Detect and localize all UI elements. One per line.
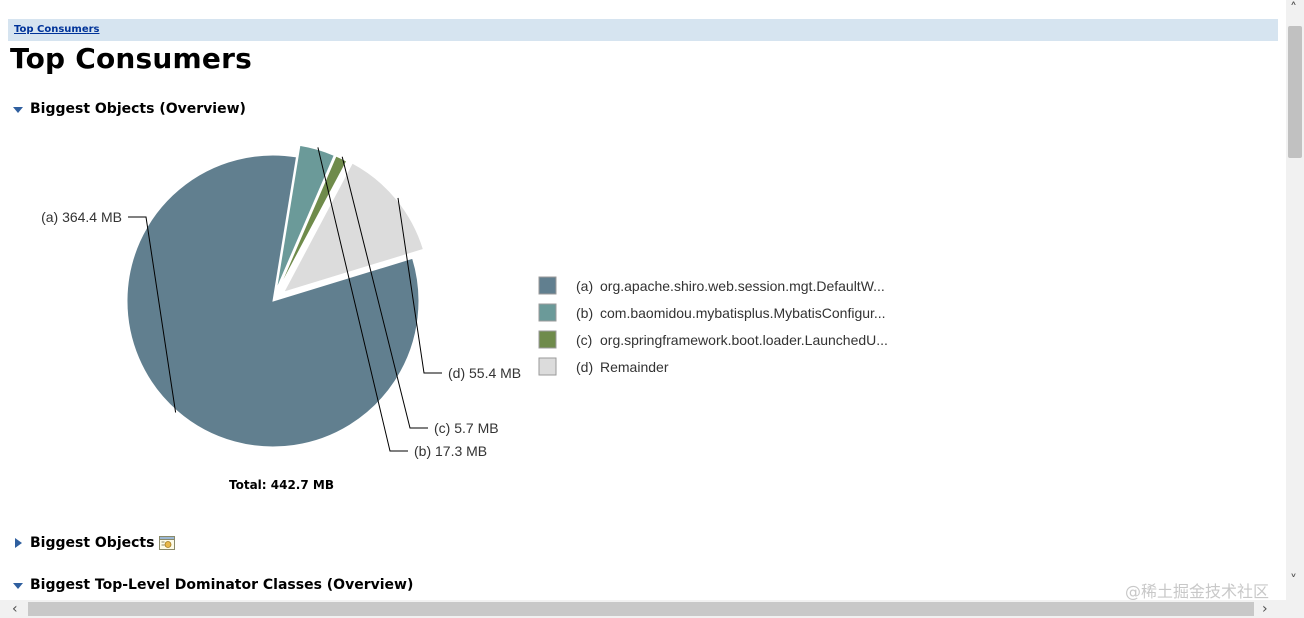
- legend-swatch: [538, 330, 557, 349]
- pie-callout-line-b: [317, 147, 408, 452]
- legend-key: (b): [576, 305, 593, 321]
- legend-swatch: [538, 357, 557, 376]
- legend-label: org.springframework.boot.loader.Launched…: [600, 332, 888, 348]
- legend-item-c: (c) org.springframework.boot.loader.Launc…: [538, 330, 888, 349]
- legend-key: (a): [576, 278, 593, 294]
- page-title: Top Consumers: [10, 42, 252, 75]
- section-biggest-top-level-dominator-classes-overview[interactable]: Biggest Top-Level Dominator Classes (Ove…: [12, 575, 413, 595]
- pie-slice-d[interactable]: [282, 162, 425, 293]
- legend-label: com.baomidou.mybatisplus.MybatisConfigur…: [600, 305, 886, 321]
- table-view-icon[interactable]: [159, 536, 176, 550]
- legend-item-b: (b) com.baomidou.mybatisplus.MybatisConfi…: [538, 303, 886, 322]
- horizontal-scrollbar-thumb[interactable]: [28, 602, 1254, 616]
- legend-label: Remainder: [600, 359, 669, 375]
- section-label: Biggest Objects (Overview): [30, 101, 246, 117]
- section-biggest-objects[interactable]: Biggest Objects: [12, 533, 176, 553]
- section-label: Biggest Top-Level Dominator Classes (Ove…: [30, 577, 414, 593]
- expanded-triangle-icon[interactable]: [12, 579, 24, 591]
- pie-total-label: Total: 442.7 MB: [229, 478, 334, 492]
- pie-slice-a[interactable]: [126, 154, 420, 448]
- legend-swatch: [538, 303, 557, 322]
- scroll-right-arrow-icon[interactable]: ›: [1262, 601, 1268, 617]
- pie-value-label-b: (b) 17.3 MB: [414, 443, 487, 459]
- pie-slice-c[interactable]: [277, 155, 348, 291]
- legend-item-a: (a) org.apache.shiro.web.session.mgt.Defa…: [538, 276, 885, 295]
- scroll-up-arrow-icon[interactable]: ˄: [1290, 1, 1297, 17]
- pie-legend: (a) org.apache.shiro.web.session.mgt.Defa…: [538, 276, 888, 376]
- legend-item-d: (d) Remainder: [538, 357, 669, 376]
- pie-callout-line-d: [397, 197, 442, 374]
- scroll-left-arrow-icon[interactable]: ‹: [12, 601, 18, 617]
- expanded-triangle-icon[interactable]: [12, 103, 24, 115]
- pie-value-label-c: (c) 5.7 MB: [434, 420, 499, 436]
- pie-callouts: (a) 364.4 MB (d) 55.4 MB (c) 5.7 MB (b) 17.…: [41, 147, 521, 459]
- breadcrumb: Top Consumers: [8, 19, 1278, 41]
- watermark-text: @稀土掘金技术社区: [1125, 582, 1270, 601]
- biggest-objects-pie-chart: (a) 364.4 MB (d) 55.4 MB (c) 5.7 MB (b) 17.…: [41, 144, 888, 459]
- legend-label: org.apache.shiro.web.session.mgt.Default…: [600, 278, 885, 294]
- pie-slices: [126, 144, 425, 448]
- pie-callout-line-a: [128, 216, 177, 413]
- section-biggest-objects-overview[interactable]: Biggest Objects (Overview): [12, 99, 246, 119]
- collapsed-triangle-icon[interactable]: [12, 537, 24, 549]
- pie-slice-b[interactable]: [275, 144, 335, 290]
- vertical-scrollbar-thumb[interactable]: [1288, 26, 1302, 158]
- legend-key: (d): [576, 359, 593, 375]
- pie-value-label-a: (a) 364.4 MB: [41, 209, 122, 225]
- breadcrumb-link-top-consumers[interactable]: Top Consumers: [14, 24, 100, 35]
- pie-callout-line-c: [341, 156, 428, 429]
- scroll-down-arrow-icon[interactable]: ˅: [1290, 573, 1297, 589]
- pie-value-label-d: (d) 55.4 MB: [448, 365, 521, 381]
- legend-key: (c): [576, 332, 592, 348]
- legend-swatch: [538, 276, 557, 295]
- section-label: Biggest Objects: [30, 535, 155, 551]
